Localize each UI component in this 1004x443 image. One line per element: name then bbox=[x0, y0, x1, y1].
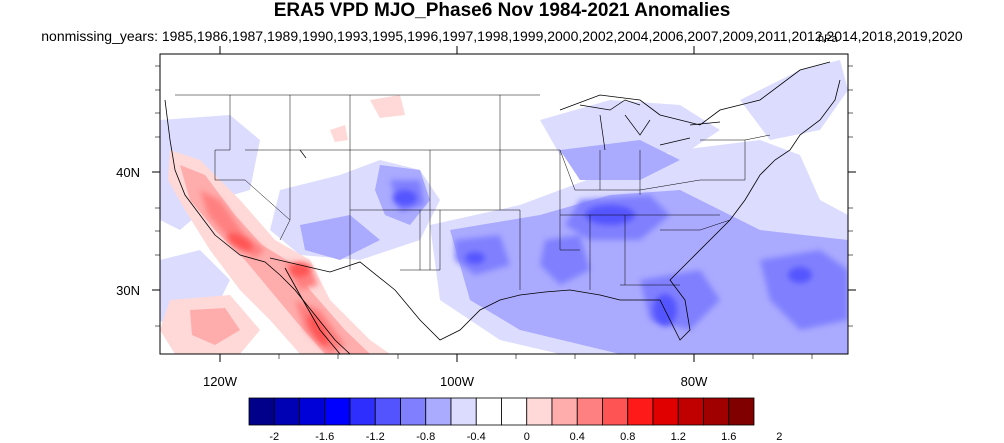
colorbar-swatch bbox=[551, 397, 578, 426]
map-title: ERA5 VPD MJO_Phase6 Nov 1984-2021 Anomal… bbox=[273, 0, 731, 21]
colorbar-swatch bbox=[703, 397, 730, 426]
colorbar-swatch bbox=[374, 397, 401, 426]
colorbar-swatch bbox=[652, 397, 679, 426]
colorbar-swatch bbox=[349, 397, 376, 426]
colorbar-label: -0.8 bbox=[416, 431, 435, 443]
colorbar-swatch bbox=[627, 397, 654, 426]
colorbar-swatch bbox=[677, 397, 704, 426]
plot-frame bbox=[159, 53, 849, 355]
colorbar-swatch bbox=[273, 397, 300, 426]
colorbar-swatch bbox=[526, 397, 553, 426]
x-tick-label-80w: 80W bbox=[681, 374, 708, 389]
colorbar-swatch bbox=[425, 397, 452, 426]
colorbar-swatch bbox=[475, 397, 502, 426]
colorbar-swatch bbox=[324, 397, 351, 426]
colorbar-swatch bbox=[450, 397, 477, 426]
colorbar-swatch bbox=[501, 397, 528, 426]
y-tick-label-40n: 40N bbox=[116, 165, 140, 180]
great-lakes bbox=[299, 99, 721, 159]
x-tick-label-100w: 100W bbox=[440, 374, 475, 389]
colorbar: -2 -1.6 -1.2 -0.8 -0.4 0 0.4 0.8 1.2 1.6 2 bbox=[248, 397, 782, 443]
colorbar-swatch bbox=[248, 397, 275, 426]
y-tick-label-30n: 30N bbox=[116, 283, 140, 298]
coastlines bbox=[164, 61, 841, 354]
colorbar-label: -1.2 bbox=[366, 431, 385, 443]
colorbar-label: -0.4 bbox=[467, 431, 486, 443]
state-borders bbox=[175, 94, 771, 290]
colorbar-swatch bbox=[400, 397, 427, 426]
map-subtitle: nonmissing_years: 1985,1986,1987,1989,19… bbox=[41, 28, 963, 44]
colorbar-swatch bbox=[299, 397, 326, 426]
colorbar-swatch bbox=[728, 397, 755, 426]
colorbar-swatch bbox=[602, 397, 629, 426]
colorbar-label: -2 bbox=[269, 431, 279, 443]
colorbar-label: 1.6 bbox=[721, 431, 736, 443]
colorbar-label: 1.2 bbox=[671, 431, 686, 443]
anomaly-field bbox=[160, 60, 848, 354]
minor-tick-marks bbox=[155, 65, 853, 359]
colorbar-label: 0 bbox=[524, 431, 530, 443]
colorbar-label: 0.8 bbox=[620, 431, 635, 443]
anomaly-medium-negative bbox=[300, 140, 848, 354]
units-label: hPa bbox=[818, 33, 838, 45]
x-tick-label-120w: 120W bbox=[203, 374, 238, 389]
colorbar-swatch bbox=[576, 397, 603, 426]
colorbar-label: 0.4 bbox=[570, 431, 585, 443]
tick-marks bbox=[152, 46, 856, 362]
colorbar-label: 2 bbox=[776, 431, 782, 443]
colorbar-label: -1.6 bbox=[315, 431, 334, 443]
